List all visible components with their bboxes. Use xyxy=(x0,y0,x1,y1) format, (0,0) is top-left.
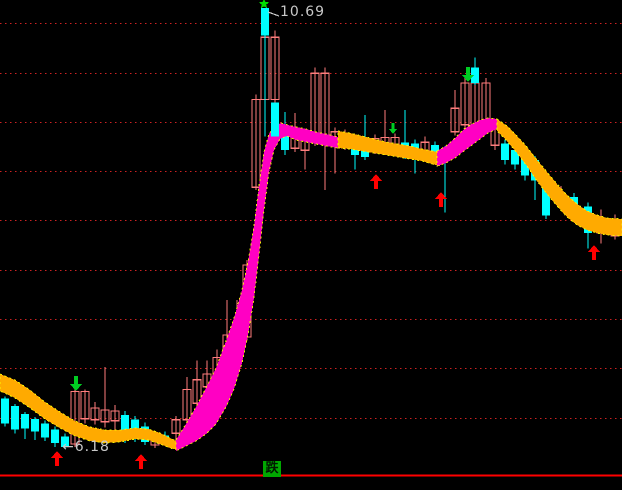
ribbon-down-segment xyxy=(496,118,622,237)
candle-body xyxy=(501,143,509,160)
peak-star-icon xyxy=(258,0,270,9)
candle xyxy=(41,420,49,442)
candle xyxy=(100,367,110,428)
candle xyxy=(70,387,80,448)
sell-signal-arrow-icon xyxy=(70,376,82,391)
fall-indicator-badge: 跌 xyxy=(263,461,281,477)
candle xyxy=(171,415,181,443)
candle xyxy=(192,360,202,408)
candle-body xyxy=(110,410,120,422)
candle-body xyxy=(521,154,529,176)
candle xyxy=(110,405,120,431)
ribbon-up-segment xyxy=(175,122,339,452)
candle-body xyxy=(471,67,479,83)
candle-body xyxy=(450,107,460,133)
candle-body xyxy=(61,436,69,448)
candle-body xyxy=(11,406,19,430)
candle xyxy=(320,67,330,191)
candles xyxy=(1,30,620,448)
candle-body xyxy=(1,398,9,424)
candle xyxy=(21,411,29,440)
candle xyxy=(51,426,59,448)
buy-signal-arrow-icon xyxy=(370,174,382,189)
candle xyxy=(61,433,69,448)
candle-body xyxy=(261,8,269,36)
low-price-label: ←6.18 xyxy=(62,439,110,455)
candle xyxy=(251,94,261,191)
candle-body xyxy=(171,419,181,435)
candle xyxy=(270,30,280,103)
candle xyxy=(11,404,19,434)
candle-body xyxy=(281,126,289,151)
candle-body xyxy=(270,36,280,101)
candle xyxy=(31,416,39,441)
sell-signal-arrow-icon xyxy=(462,67,474,82)
candle-body xyxy=(192,379,202,404)
buy-signal-arrow-icon xyxy=(51,451,63,466)
candle-body xyxy=(182,388,192,421)
candle-body xyxy=(70,390,80,445)
buy-signal-arrow-icon xyxy=(588,245,600,260)
ribbon-down-segment xyxy=(337,130,441,167)
candle-body xyxy=(511,150,519,165)
signal-arrows xyxy=(51,0,600,469)
candle-body xyxy=(121,414,129,437)
candle-body xyxy=(100,409,110,423)
candle xyxy=(261,8,269,137)
high-price-label: 10.69 xyxy=(280,4,326,20)
high-label-pointer xyxy=(267,11,280,17)
candle xyxy=(271,102,279,137)
buy-signal-arrow-icon xyxy=(135,454,147,469)
candle xyxy=(460,78,470,129)
candle-body xyxy=(271,102,279,137)
sell-signal-arrow-small-icon xyxy=(388,123,398,134)
candle-body xyxy=(41,423,49,438)
overlay-blocks xyxy=(261,8,479,137)
candle xyxy=(501,139,509,165)
candle-body xyxy=(251,98,261,188)
candle xyxy=(471,57,479,85)
candle-body xyxy=(460,82,470,126)
candle-body xyxy=(21,413,29,429)
candle xyxy=(90,402,100,425)
candle-body xyxy=(542,187,550,216)
candle-body xyxy=(90,407,100,421)
candle-body xyxy=(31,418,39,432)
ribbon-down-segment xyxy=(0,373,179,451)
candle xyxy=(450,89,460,136)
candle xyxy=(182,376,192,424)
ma-ribbons xyxy=(0,117,622,452)
candle-body xyxy=(51,429,59,444)
buy-signal-arrow-icon xyxy=(435,192,447,207)
candle xyxy=(80,389,90,424)
candle-body xyxy=(80,390,90,420)
candle xyxy=(1,396,9,427)
